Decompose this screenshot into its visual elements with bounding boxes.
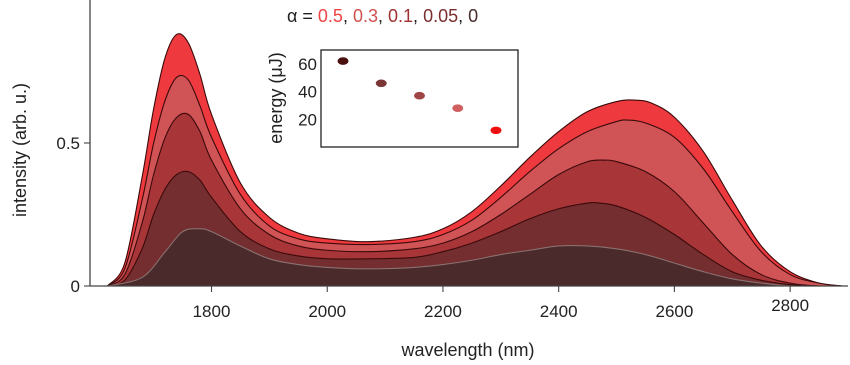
legend-separator: , xyxy=(458,6,468,26)
x-tick-label: 2600 xyxy=(655,302,693,321)
x-axis-label: wavelength (nm) xyxy=(400,340,534,360)
legend-separator: , xyxy=(343,6,353,26)
inset-y-tick-label: 20 xyxy=(298,110,317,129)
x-tick-label: 2200 xyxy=(424,302,462,321)
legend-entry: 0.5 xyxy=(318,6,343,26)
legend-separator: , xyxy=(413,6,423,26)
x-ticks: 1800 2000 2200 2400 2600 2800 xyxy=(193,286,809,321)
energy-inset: 20 40 60 energy (μJ) xyxy=(266,49,519,148)
y-tick-label: 0 xyxy=(71,277,80,296)
legend-entry: 0.05 xyxy=(423,6,458,26)
spectra-areas xyxy=(105,33,843,287)
inset-y-axis-label: energy (μJ) xyxy=(266,52,286,143)
inset-points xyxy=(337,57,502,135)
legend-entry: 0.1 xyxy=(388,6,413,26)
inset-point xyxy=(414,91,425,100)
legend-separator: , xyxy=(378,6,388,26)
alpha-legend: α = 0.5, 0.3, 0.1, 0.05, 0 xyxy=(287,6,478,26)
inset-point xyxy=(375,79,387,88)
y-axis-label: intensity (arb. u.) xyxy=(10,83,30,217)
legend-entry: 0.3 xyxy=(353,6,378,26)
inset-point xyxy=(490,126,502,135)
area-series-3 xyxy=(107,170,843,287)
x-tick-label: 1800 xyxy=(193,302,231,321)
inset-point xyxy=(337,57,349,65)
inset-y-tick-label: 60 xyxy=(298,55,317,74)
x-tick-label: 2800 xyxy=(771,296,809,315)
inset-point xyxy=(452,104,464,112)
y-ticks: 00.5 xyxy=(56,134,90,296)
legend-entry: 0 xyxy=(468,6,478,26)
y-tick-label: 0.5 xyxy=(56,134,80,153)
x-tick-label: 2000 xyxy=(308,302,346,321)
inset-y-ticks: 20 40 60 xyxy=(298,55,317,129)
inset-y-tick-label: 40 xyxy=(298,83,317,102)
x-tick-label: 2400 xyxy=(540,302,578,321)
legend-prefix: α = xyxy=(287,6,318,26)
area-series-4 xyxy=(107,228,843,287)
